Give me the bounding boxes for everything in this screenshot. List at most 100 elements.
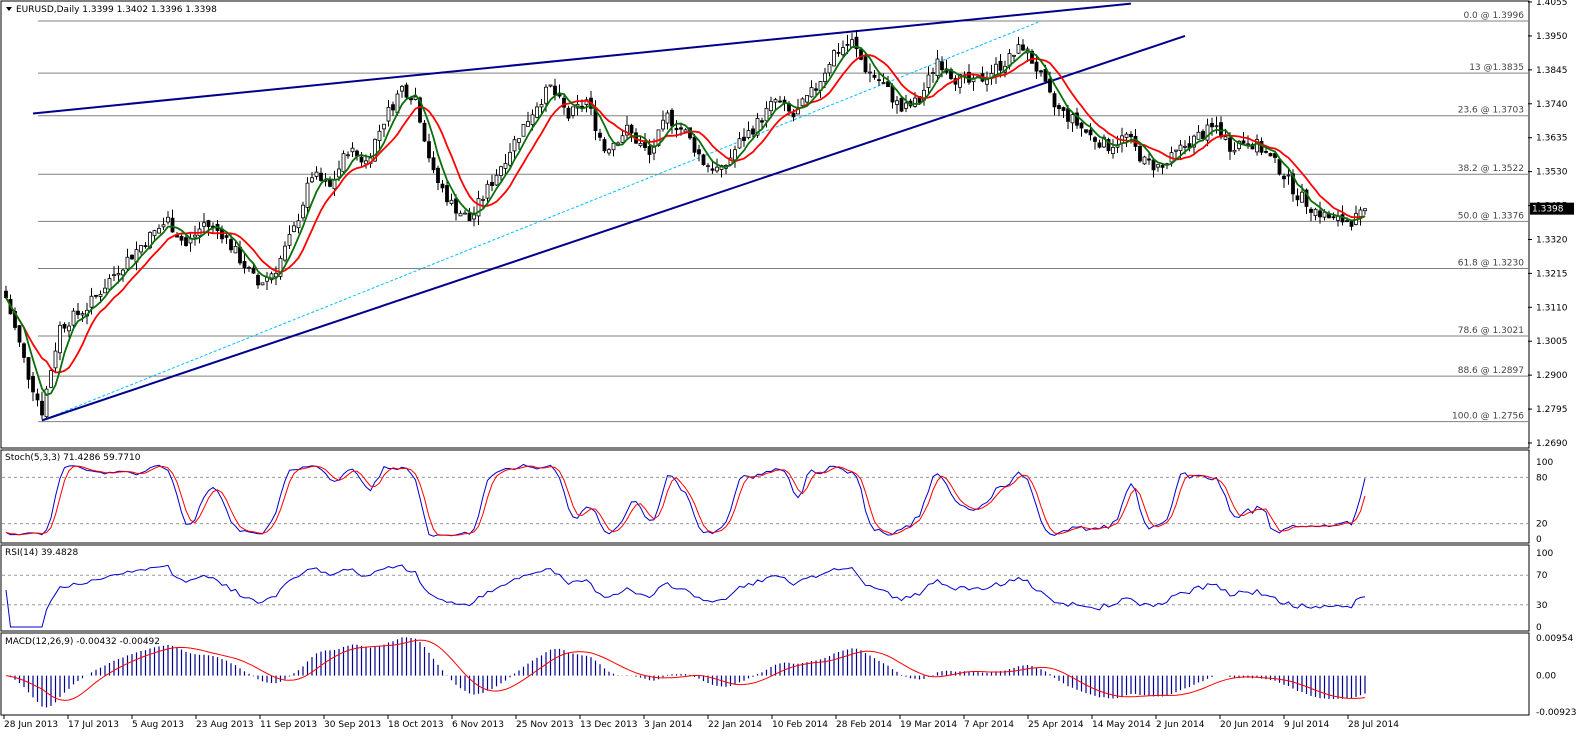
candle-body	[400, 85, 404, 92]
time-tick-label: 28 Feb 2014	[836, 720, 892, 730]
candle-body	[1237, 140, 1241, 149]
dropdown-triangle-icon[interactable]	[6, 7, 12, 11]
candle-body	[1021, 44, 1025, 51]
candle-body	[445, 185, 449, 203]
candle-body	[904, 102, 908, 109]
candle-body	[224, 235, 229, 238]
candle-body	[800, 98, 805, 107]
candle-body	[310, 177, 314, 183]
time-tick-label: 5 Aug 2013	[132, 720, 184, 730]
candle-body	[1264, 150, 1268, 153]
candle-body	[859, 49, 863, 60]
time-tick-label: 17 Jul 2013	[68, 720, 119, 730]
time-tick-label: 25 Nov 2013	[516, 720, 574, 730]
candle-body	[382, 123, 386, 130]
candle-body	[760, 120, 764, 123]
candle-body	[517, 138, 521, 143]
candle-body	[1151, 159, 1156, 171]
candle-body	[548, 84, 553, 87]
candle-body	[427, 141, 431, 159]
candle-body	[769, 101, 773, 112]
candle-body	[143, 245, 148, 248]
fib-level-label: 23.6 @ 1.3703	[1458, 106, 1524, 116]
candle-body	[625, 124, 629, 136]
candle-body	[1232, 149, 1237, 153]
candle-body	[40, 400, 44, 416]
candle-body	[670, 109, 674, 127]
candle-body	[1255, 139, 1259, 153]
candle-body	[1358, 209, 1363, 217]
stochastic-panel[interactable]: Stoch(5,3,3) 71.4286 59.7710 100 80 20 0	[0, 449, 1553, 545]
candle-body	[463, 212, 467, 215]
candle-body	[31, 375, 35, 393]
candle-body	[674, 127, 679, 131]
candle-body	[1277, 159, 1282, 175]
candle-body	[1210, 122, 1214, 128]
candle-body	[503, 163, 508, 169]
time-tick-label: 25 Apr 2014	[1028, 720, 1084, 730]
candle-body	[202, 222, 206, 227]
candle-body	[1142, 156, 1147, 165]
symbol-header: EURUSD,Daily 1.3399 1.3402 1.3396 1.3398	[16, 5, 217, 15]
price-tick-label: 1.3215	[1536, 269, 1568, 279]
price-tick-label: 1.3320	[1536, 235, 1568, 245]
candle-body	[562, 97, 566, 108]
candle-body	[926, 74, 931, 88]
candle-body	[881, 82, 886, 84]
moving-averages	[5, 45, 1366, 397]
stoch-signal-line	[5, 465, 1366, 536]
candle-body	[526, 121, 530, 127]
candle-body	[130, 254, 134, 260]
candle-body	[868, 71, 872, 74]
candle-body	[485, 183, 490, 199]
candle-body	[1093, 137, 1097, 142]
candle-body	[305, 182, 310, 208]
candle-body	[449, 199, 454, 204]
macd-label: MACD(12,26,9) -0.00432 -0.00492	[5, 637, 160, 647]
rsi-panel[interactable]: RSI(14) 39.4828 100 70 30 0	[0, 544, 1553, 633]
candle-body	[98, 293, 103, 297]
candle-body	[499, 166, 503, 176]
candle-body	[791, 112, 796, 118]
price-panel[interactable]: 0.0 @ 1.3996 13 @1.3835 23.6 @ 1.3703 38.2 …	[0, 0, 1574, 449]
candle-body	[373, 138, 377, 162]
price-tick-label: 1.3635	[1536, 134, 1568, 144]
candle-body	[535, 106, 539, 118]
price-tick-label: 1.2900	[1536, 371, 1568, 381]
trend-line	[41, 34, 1186, 422]
price-tick-label: 1.3845	[1536, 66, 1568, 76]
candle-body	[899, 97, 904, 112]
candle-body	[1318, 210, 1322, 218]
candle-body	[845, 43, 850, 46]
candle-body	[1246, 143, 1250, 146]
candle-body	[242, 260, 247, 269]
time-tick-label: 6 Nov 2013	[452, 720, 504, 730]
candle-body	[1075, 112, 1079, 126]
candle-body	[647, 146, 652, 155]
candle-body	[958, 74, 962, 88]
candle-body	[184, 237, 188, 246]
candle-body	[629, 124, 634, 134]
candle-body	[170, 217, 175, 233]
fib-level-label: 38.2 @ 1.3522	[1458, 164, 1524, 174]
candle-body	[121, 269, 125, 276]
candle-body	[1048, 78, 1052, 93]
fib-diagonal	[41, 20, 1042, 421]
candle-body	[836, 51, 841, 54]
candle-body	[1030, 50, 1034, 64]
candle-body	[233, 246, 238, 254]
candle-body	[53, 350, 58, 369]
candle-body	[436, 167, 440, 183]
candle-body	[1196, 131, 1201, 140]
candle-body	[80, 313, 85, 316]
price-tick-label: 1.3110	[1536, 303, 1568, 313]
candle-body	[1345, 220, 1349, 223]
time-tick-label: 30 Sep 2013	[324, 720, 381, 730]
candle-body	[1282, 175, 1286, 180]
rsi-level-label: 30	[1536, 601, 1548, 611]
candle-body	[422, 122, 427, 142]
macd-panel[interactable]: MACD(12,26,9) -0.00432 -0.00492 0.00954 0…	[0, 632, 1576, 718]
candle-body	[1304, 189, 1309, 207]
candle-body	[940, 61, 944, 71]
